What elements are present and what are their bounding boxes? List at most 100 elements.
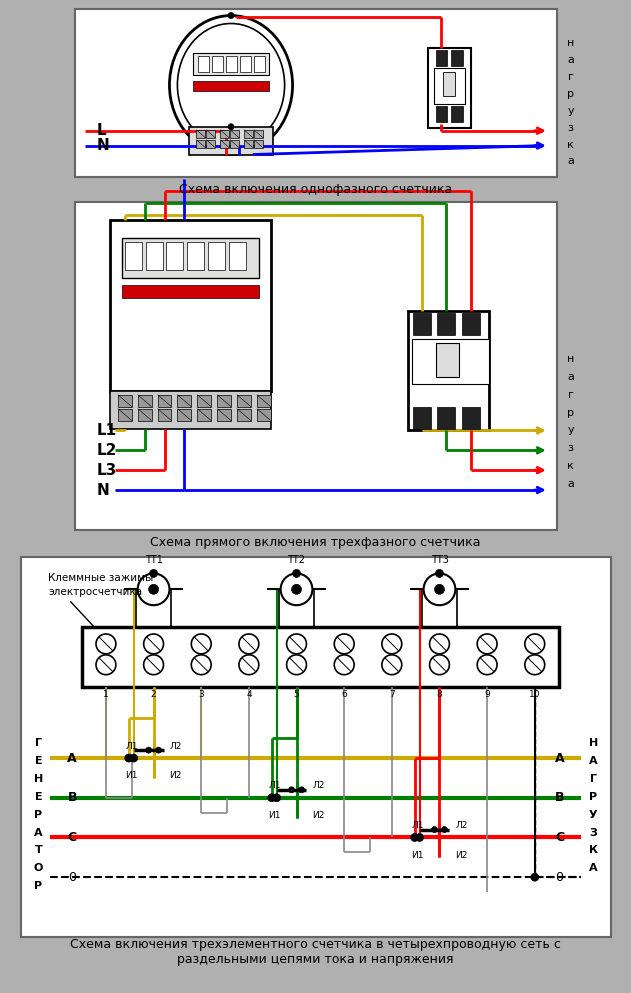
Text: Л2: Л2 — [312, 781, 324, 790]
Ellipse shape — [177, 24, 285, 147]
Text: ТТ1: ТТ1 — [144, 554, 163, 565]
Text: 3: 3 — [198, 690, 204, 699]
Bar — [451, 106, 463, 122]
Text: B: B — [555, 791, 564, 804]
Text: Г: Г — [590, 774, 597, 783]
Bar — [451, 51, 463, 67]
Bar — [244, 140, 253, 148]
Bar — [411, 340, 489, 384]
Circle shape — [239, 654, 259, 674]
Bar — [146, 242, 163, 270]
Bar — [230, 140, 239, 148]
Text: Н: Н — [589, 738, 598, 748]
Circle shape — [281, 573, 312, 605]
Bar — [437, 314, 456, 336]
Text: Л2: Л2 — [169, 742, 182, 751]
Text: И1: И1 — [126, 772, 138, 780]
Text: 0: 0 — [555, 871, 563, 884]
Bar — [463, 314, 480, 336]
Circle shape — [293, 569, 300, 577]
Bar — [230, 130, 239, 138]
Circle shape — [416, 833, 423, 841]
Bar — [257, 395, 271, 407]
Bar — [122, 285, 259, 299]
Bar — [206, 130, 215, 138]
Circle shape — [286, 634, 307, 653]
Bar — [217, 409, 231, 421]
Text: А: А — [34, 827, 43, 837]
Text: р: р — [567, 89, 574, 99]
Text: L1: L1 — [97, 423, 117, 438]
Circle shape — [130, 754, 138, 762]
Circle shape — [191, 634, 211, 653]
Text: з: з — [567, 123, 574, 133]
Circle shape — [191, 654, 211, 674]
Circle shape — [382, 634, 402, 653]
Circle shape — [149, 584, 158, 594]
Bar — [75, 9, 557, 178]
Bar — [158, 409, 172, 421]
Bar — [428, 49, 471, 128]
Circle shape — [477, 654, 497, 674]
Text: И1: И1 — [268, 811, 281, 820]
Bar — [237, 395, 251, 407]
Bar — [463, 407, 480, 429]
Bar — [444, 72, 456, 96]
Bar — [237, 409, 251, 421]
Circle shape — [228, 124, 234, 130]
Bar — [435, 106, 447, 122]
Text: а: а — [567, 479, 574, 490]
Bar — [158, 395, 172, 407]
Text: A: A — [555, 752, 564, 765]
Circle shape — [144, 634, 163, 653]
Bar — [206, 140, 215, 148]
Circle shape — [288, 786, 295, 792]
Circle shape — [268, 793, 276, 801]
Bar — [189, 127, 273, 155]
Text: 4: 4 — [246, 690, 252, 699]
Bar — [435, 51, 447, 67]
Text: к: к — [567, 140, 574, 150]
Circle shape — [435, 569, 444, 577]
Bar — [167, 242, 184, 270]
Circle shape — [144, 654, 163, 674]
Circle shape — [228, 13, 234, 19]
Circle shape — [273, 793, 281, 801]
Bar — [433, 69, 465, 104]
Circle shape — [298, 786, 305, 792]
Circle shape — [138, 573, 170, 605]
Bar — [229, 242, 246, 270]
Circle shape — [96, 634, 116, 653]
Text: L3: L3 — [97, 463, 117, 478]
Bar — [254, 130, 262, 138]
Bar — [193, 54, 269, 75]
Text: А: А — [589, 863, 598, 873]
Circle shape — [430, 654, 449, 674]
Text: 1: 1 — [103, 690, 109, 699]
Bar — [437, 407, 456, 429]
Text: У: У — [589, 809, 598, 819]
Text: Р: Р — [34, 809, 42, 819]
Text: г: г — [567, 389, 574, 400]
Circle shape — [150, 569, 158, 577]
Text: р: р — [567, 407, 574, 418]
Text: Р: Р — [589, 791, 598, 801]
Bar — [220, 140, 229, 148]
Ellipse shape — [170, 16, 293, 155]
Circle shape — [525, 654, 545, 674]
Text: 0: 0 — [68, 871, 76, 884]
Bar — [196, 140, 205, 148]
Text: Л1: Л1 — [411, 821, 424, 830]
Bar — [177, 395, 191, 407]
Bar — [138, 409, 151, 421]
Bar — [198, 395, 211, 407]
Bar — [257, 409, 271, 421]
Text: C: C — [555, 831, 564, 844]
Text: Л2: Л2 — [455, 821, 468, 830]
Text: Р: Р — [34, 881, 42, 891]
Bar — [254, 140, 262, 148]
Bar — [75, 203, 557, 529]
Text: н: н — [567, 355, 574, 364]
Text: а: а — [567, 372, 574, 382]
Circle shape — [423, 573, 456, 605]
